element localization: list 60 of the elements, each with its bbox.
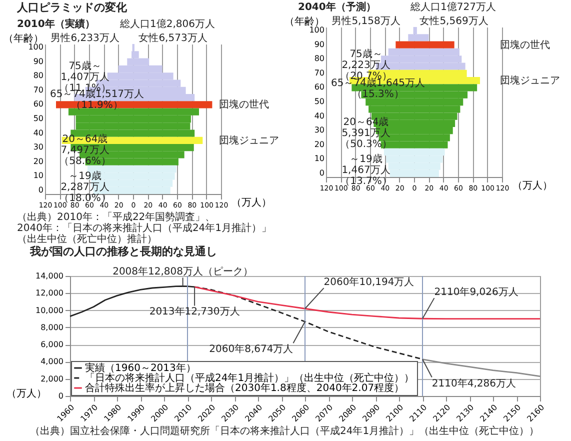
y-tick-label: 10 [33, 171, 44, 180]
text: （出典）国立社会保障・人口問題研究所「日本の将来推計人口（平成24年1月推計）」（出生中位（死亡中位）） [30, 425, 540, 437]
y-tick-label: 20 [33, 156, 44, 166]
y-tick-label: 50 [33, 114, 44, 123]
annotation: 2060年8,674万人 [209, 343, 294, 356]
annotation: 団塊ジュニア [219, 134, 279, 146]
chart-title: 我が国の人口の推移と長期的な見通し [29, 245, 217, 258]
legend-label: 実績（1960～2013年） [85, 362, 196, 374]
y-tick-label: 30 [314, 126, 324, 135]
annotation: 団塊ジュニア [500, 74, 560, 87]
annotation: 団塊の世代 [219, 98, 269, 111]
y-tick-label: 20 [314, 140, 324, 149]
y-tick-label: 70 [33, 85, 44, 94]
y-tick-label: 60 [33, 100, 44, 109]
y-axis-title: （年齢） [284, 16, 324, 28]
x-axis-title: （万人） [512, 180, 552, 192]
y-tick-label: 10,000 [36, 306, 64, 315]
text: 女性5,569万人 [420, 15, 488, 27]
y-tick-label: 60 [314, 82, 324, 92]
y-tick-label: 40 [314, 111, 324, 120]
y-tick-label: 80 [33, 71, 44, 80]
y-tick-label: 90 [314, 40, 324, 49]
chart-title: 人口ピラミッドの変化 [16, 1, 128, 14]
text: 総人口1億727万人 [410, 1, 496, 13]
chart-subtitle: 2040年（予測） [298, 1, 376, 13]
y-axis-title: （万人） [6, 388, 46, 400]
annotation: 2008年12,808万人（ピーク） [112, 266, 254, 278]
y-tick-label: 14,000 [36, 272, 64, 280]
annotation: 団塊の世代 [500, 38, 550, 51]
annotation: 2110年9,026万人 [434, 286, 518, 298]
y-tick-label: 10 [314, 154, 324, 164]
text: 女性6,573万人 [138, 32, 208, 44]
y-tick-label: 30 [33, 142, 44, 152]
y-tick-label: 2,000 [40, 374, 64, 384]
y-tick-label: 50 [314, 97, 324, 106]
text: 男性6,233万人 [50, 32, 120, 44]
y-tick-label: 40 [33, 128, 44, 138]
y-tick-label: 70 [314, 68, 324, 78]
legend-label: 「日本の将来推計人口（平成24年1月推計）」（出生中位（死亡中位）） [85, 372, 414, 384]
y-tick-label: 0 [319, 168, 324, 178]
annotation: 2060年10,194万人 [324, 276, 414, 288]
y-tick-label: 4,000 [40, 357, 64, 366]
legend-label: 合計特殊出生率が上昇した場合（2030年1.8程度、2040年2.07程度） [85, 382, 404, 394]
y-tick-label: 90 [33, 56, 44, 66]
chart-subtitle: 2010年（実績） [17, 18, 95, 30]
y-tick-label: 8,000 [40, 322, 64, 332]
y-axis-title: （年齢） [4, 32, 44, 44]
text: 男性5,158万人 [332, 15, 400, 27]
x-axis-title: （万人） [232, 198, 272, 208]
y-tick-label: 80 [314, 54, 324, 64]
annotation: 2110年4,286万人 [432, 377, 516, 390]
y-tick-label: 100 [28, 42, 44, 52]
line-series [422, 358, 541, 377]
y-tick-label: 0 [58, 392, 64, 400]
y-tick-label: 12,000 [36, 288, 64, 298]
text: 総人口1億2,806万人 [119, 18, 215, 30]
text: （出典）2010年：「平成22年国勢調査」、2040年：「日本の将来推計人口（平成24年1月推計）」（出生中位（死亡中位）推計） [17, 211, 272, 245]
y-tick-label: 6,000 [40, 340, 64, 350]
annotation: 2013年12,730万人 [149, 306, 240, 318]
y-tick-label: 100 [309, 26, 324, 35]
